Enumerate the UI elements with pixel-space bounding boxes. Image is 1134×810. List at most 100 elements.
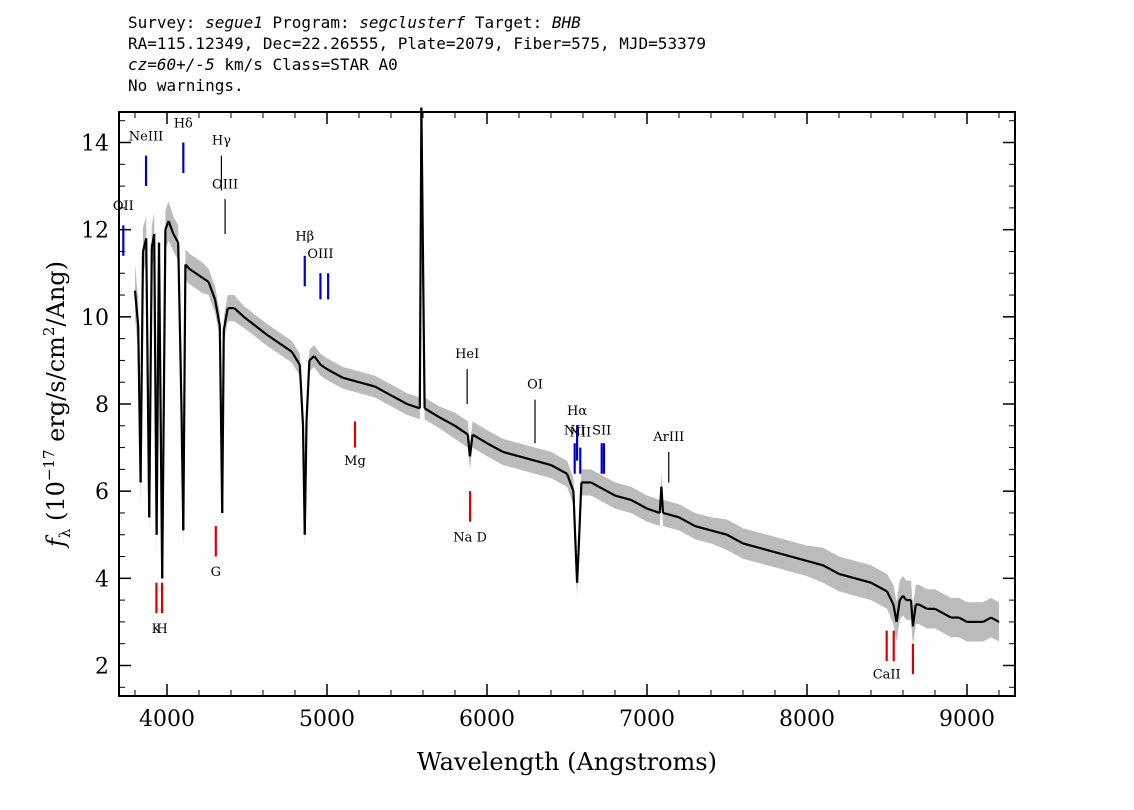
spectrum-segment — [982, 616, 992, 623]
line-marker-label: G — [211, 565, 221, 580]
y-label-pre: (10 — [42, 481, 70, 529]
spectrum-segment — [188, 267, 197, 275]
spectrum-segment — [182, 264, 187, 531]
axis-ticks: 4000 5000 6000 7000 8000 9000 2 4 6 8 10 12 14 — [81, 112, 1015, 732]
spectrum-segment — [806, 559, 824, 567]
x-tick-label: 9000 — [939, 707, 995, 732]
spectrum-segment — [139, 251, 145, 483]
line-marker-label: Mg — [344, 454, 366, 469]
y-tick-label: 10 — [81, 306, 109, 331]
spectrum-segment — [678, 516, 696, 527]
class-text: km/s Class=STAR A0 — [214, 55, 398, 74]
spectrum-segment — [424, 407, 440, 419]
spectrum-segment — [243, 315, 256, 327]
error-band — [135, 96, 999, 646]
spectrum-segment — [222, 307, 229, 331]
line-marker-label: OI — [527, 378, 543, 393]
spectrum-segment — [822, 564, 840, 575]
spectrum-segment — [201, 276, 210, 283]
spectrum-segment — [662, 511, 680, 519]
line-marker-label: SII — [592, 424, 611, 439]
header-line-4: No warnings. — [128, 76, 244, 95]
y-tick-label: 14 — [81, 132, 109, 157]
line-marker-label: HeI — [455, 347, 479, 362]
spectrum-segment — [550, 464, 568, 475]
spectrum-segment — [577, 482, 583, 553]
spectrum-segment — [438, 416, 456, 427]
y-label-sup1: −17 — [40, 449, 58, 481]
x-tick-label: 6000 — [459, 707, 515, 732]
spectrum-segment — [565, 473, 575, 492]
survey-value: segue1 — [205, 13, 263, 32]
spectrum-segment — [918, 603, 928, 610]
plot-frame — [118, 111, 1016, 697]
y-tick-label: 12 — [81, 219, 109, 244]
spectrum-series — [133, 107, 1000, 627]
line-marker-label: ArIII — [652, 430, 684, 445]
spectrum-segment — [590, 481, 600, 488]
spectrum-segment — [290, 351, 301, 366]
spectrum-segment — [454, 424, 469, 436]
spectrum-segment — [572, 491, 577, 553]
y-tick-label: 6 — [95, 480, 109, 505]
spectrum-segment — [694, 524, 712, 532]
spectrum-segment — [630, 498, 648, 510]
spectrum-segment — [934, 607, 944, 615]
line-marker-label: CaII — [873, 668, 901, 683]
spectrum-segment — [319, 363, 328, 371]
spectrum-segment — [167, 220, 175, 235]
spectrum-segment — [358, 381, 376, 388]
line-marker-label: OII — [113, 199, 134, 214]
y-tick-label: 4 — [95, 567, 109, 592]
spectrum-segment — [406, 402, 421, 410]
y-axis-label: fλ (10−17 erg/s/cm2/Ang) — [40, 261, 74, 549]
spectrum-segment — [278, 342, 293, 353]
spectrum-segment — [774, 551, 792, 558]
error-band-area — [135, 96, 999, 646]
spectrum-segment — [305, 360, 311, 422]
x-tick-label: 4000 — [139, 707, 195, 732]
spectrum-segment — [598, 485, 616, 497]
spectrum-segment — [207, 281, 217, 300]
spectrum-segment — [254, 324, 267, 336]
spectrum-segment — [990, 616, 1000, 623]
spectrum-segment — [213, 299, 221, 326]
spectrum-segment — [298, 364, 305, 426]
spectrum-segment — [133, 290, 140, 326]
spectrum-segment — [902, 595, 908, 601]
spectrum-segment — [313, 355, 322, 366]
target-value: BHB — [551, 13, 581, 32]
spectrum-segment — [326, 368, 344, 379]
spectrum-segment — [958, 616, 968, 623]
survey-label: Survey: — [128, 13, 196, 32]
header-line-2: RA=115.12349, Dec=22.26555, Plate=2079, … — [128, 34, 706, 53]
line-marker-label: NII — [564, 424, 586, 439]
spectrum-segment — [374, 385, 392, 397]
spectrum-segment — [790, 555, 808, 562]
header-line-1: Survey: segue1 Program: segclusterf Targ… — [128, 12, 706, 33]
y-tick-label: 8 — [95, 393, 109, 418]
spectrum-segment — [534, 459, 552, 467]
line-marker-label: H — [156, 622, 167, 637]
line-marker-label: Hα — [567, 404, 587, 419]
spectrum-segment — [172, 233, 180, 244]
redshift-value: cz=60+/-5 — [128, 55, 215, 74]
spectrum-segment — [886, 590, 895, 605]
spectrum-segment — [646, 507, 661, 514]
y-label-post: /Ang) — [42, 261, 70, 327]
line-marker-label: K — [152, 622, 162, 637]
spectrum-segment — [838, 572, 856, 580]
spectrum-segment — [726, 533, 744, 545]
y-tick-label: 2 — [95, 654, 109, 679]
x-axis-label: Wavelength (Angstroms) — [417, 748, 717, 776]
spectrum-segment — [502, 450, 520, 458]
line-marker-label: Hδ — [174, 116, 193, 131]
spectrum-segment — [710, 529, 728, 536]
spectrum-segment — [161, 229, 167, 579]
spectrum-segment — [195, 272, 203, 279]
spectrum-segment — [660, 486, 665, 514]
spectrum-segment — [218, 325, 223, 448]
y-label-sup2: 2 — [40, 327, 58, 337]
